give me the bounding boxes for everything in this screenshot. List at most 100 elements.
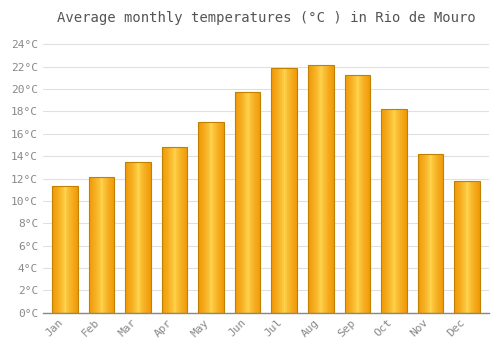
- Bar: [54, 186, 56, 313]
- Bar: [256, 92, 257, 313]
- Bar: [250, 92, 251, 313]
- Bar: [52, 186, 54, 313]
- Bar: [76, 186, 77, 313]
- Bar: [468, 181, 469, 313]
- Bar: [107, 177, 108, 313]
- Bar: [418, 154, 419, 313]
- Bar: [220, 121, 222, 313]
- Bar: [99, 177, 100, 313]
- Bar: [212, 121, 213, 313]
- Bar: [291, 68, 292, 313]
- Bar: [138, 162, 140, 313]
- Bar: [150, 162, 151, 313]
- Bar: [132, 162, 133, 313]
- Bar: [435, 154, 436, 313]
- Bar: [147, 162, 148, 313]
- Bar: [62, 186, 63, 313]
- Bar: [312, 64, 313, 313]
- Bar: [295, 68, 296, 313]
- Bar: [360, 75, 361, 313]
- Bar: [467, 181, 468, 313]
- Bar: [102, 177, 104, 313]
- Bar: [354, 75, 356, 313]
- Bar: [258, 92, 259, 313]
- Bar: [478, 181, 479, 313]
- Bar: [382, 109, 383, 313]
- Bar: [130, 162, 131, 313]
- Bar: [92, 177, 93, 313]
- Bar: [469, 181, 470, 313]
- Bar: [316, 64, 317, 313]
- Bar: [326, 64, 327, 313]
- Bar: [308, 64, 309, 313]
- Bar: [363, 75, 364, 313]
- Bar: [278, 68, 279, 313]
- Bar: [350, 75, 351, 313]
- Bar: [67, 186, 68, 313]
- Bar: [438, 154, 440, 313]
- Bar: [172, 147, 174, 313]
- Bar: [64, 186, 65, 313]
- Bar: [163, 147, 164, 313]
- Bar: [276, 68, 277, 313]
- Bar: [95, 177, 96, 313]
- Bar: [136, 162, 138, 313]
- Bar: [331, 64, 332, 313]
- Bar: [421, 154, 422, 313]
- Bar: [329, 64, 330, 313]
- Bar: [437, 154, 438, 313]
- Bar: [185, 147, 186, 313]
- Bar: [422, 154, 424, 313]
- Bar: [144, 162, 145, 313]
- Bar: [162, 147, 188, 313]
- Bar: [88, 177, 114, 313]
- Bar: [479, 181, 480, 313]
- Bar: [199, 121, 200, 313]
- Bar: [209, 121, 210, 313]
- Bar: [431, 154, 432, 313]
- Bar: [313, 64, 314, 313]
- Bar: [56, 186, 57, 313]
- Bar: [319, 64, 320, 313]
- Bar: [395, 109, 396, 313]
- Bar: [386, 109, 387, 313]
- Bar: [134, 162, 135, 313]
- Bar: [282, 68, 283, 313]
- Bar: [70, 186, 72, 313]
- Bar: [330, 64, 331, 313]
- Bar: [359, 75, 360, 313]
- Bar: [328, 64, 329, 313]
- Bar: [287, 68, 288, 313]
- Bar: [145, 162, 146, 313]
- Bar: [135, 162, 136, 313]
- Bar: [259, 92, 260, 313]
- Bar: [429, 154, 430, 313]
- Bar: [202, 121, 203, 313]
- Bar: [456, 181, 458, 313]
- Bar: [113, 177, 114, 313]
- Bar: [364, 75, 365, 313]
- Bar: [63, 186, 64, 313]
- Bar: [398, 109, 399, 313]
- Bar: [477, 181, 478, 313]
- Bar: [272, 68, 297, 313]
- Bar: [317, 64, 318, 313]
- Bar: [169, 147, 170, 313]
- Bar: [200, 121, 201, 313]
- Bar: [254, 92, 256, 313]
- Bar: [440, 154, 442, 313]
- Bar: [252, 92, 253, 313]
- Bar: [179, 147, 180, 313]
- Bar: [401, 109, 402, 313]
- Bar: [214, 121, 215, 313]
- Bar: [186, 147, 188, 313]
- Bar: [392, 109, 393, 313]
- Bar: [432, 154, 433, 313]
- Bar: [75, 186, 76, 313]
- Bar: [68, 186, 70, 313]
- Bar: [365, 75, 366, 313]
- Bar: [143, 162, 144, 313]
- Bar: [127, 162, 128, 313]
- Bar: [98, 177, 99, 313]
- Bar: [88, 177, 90, 313]
